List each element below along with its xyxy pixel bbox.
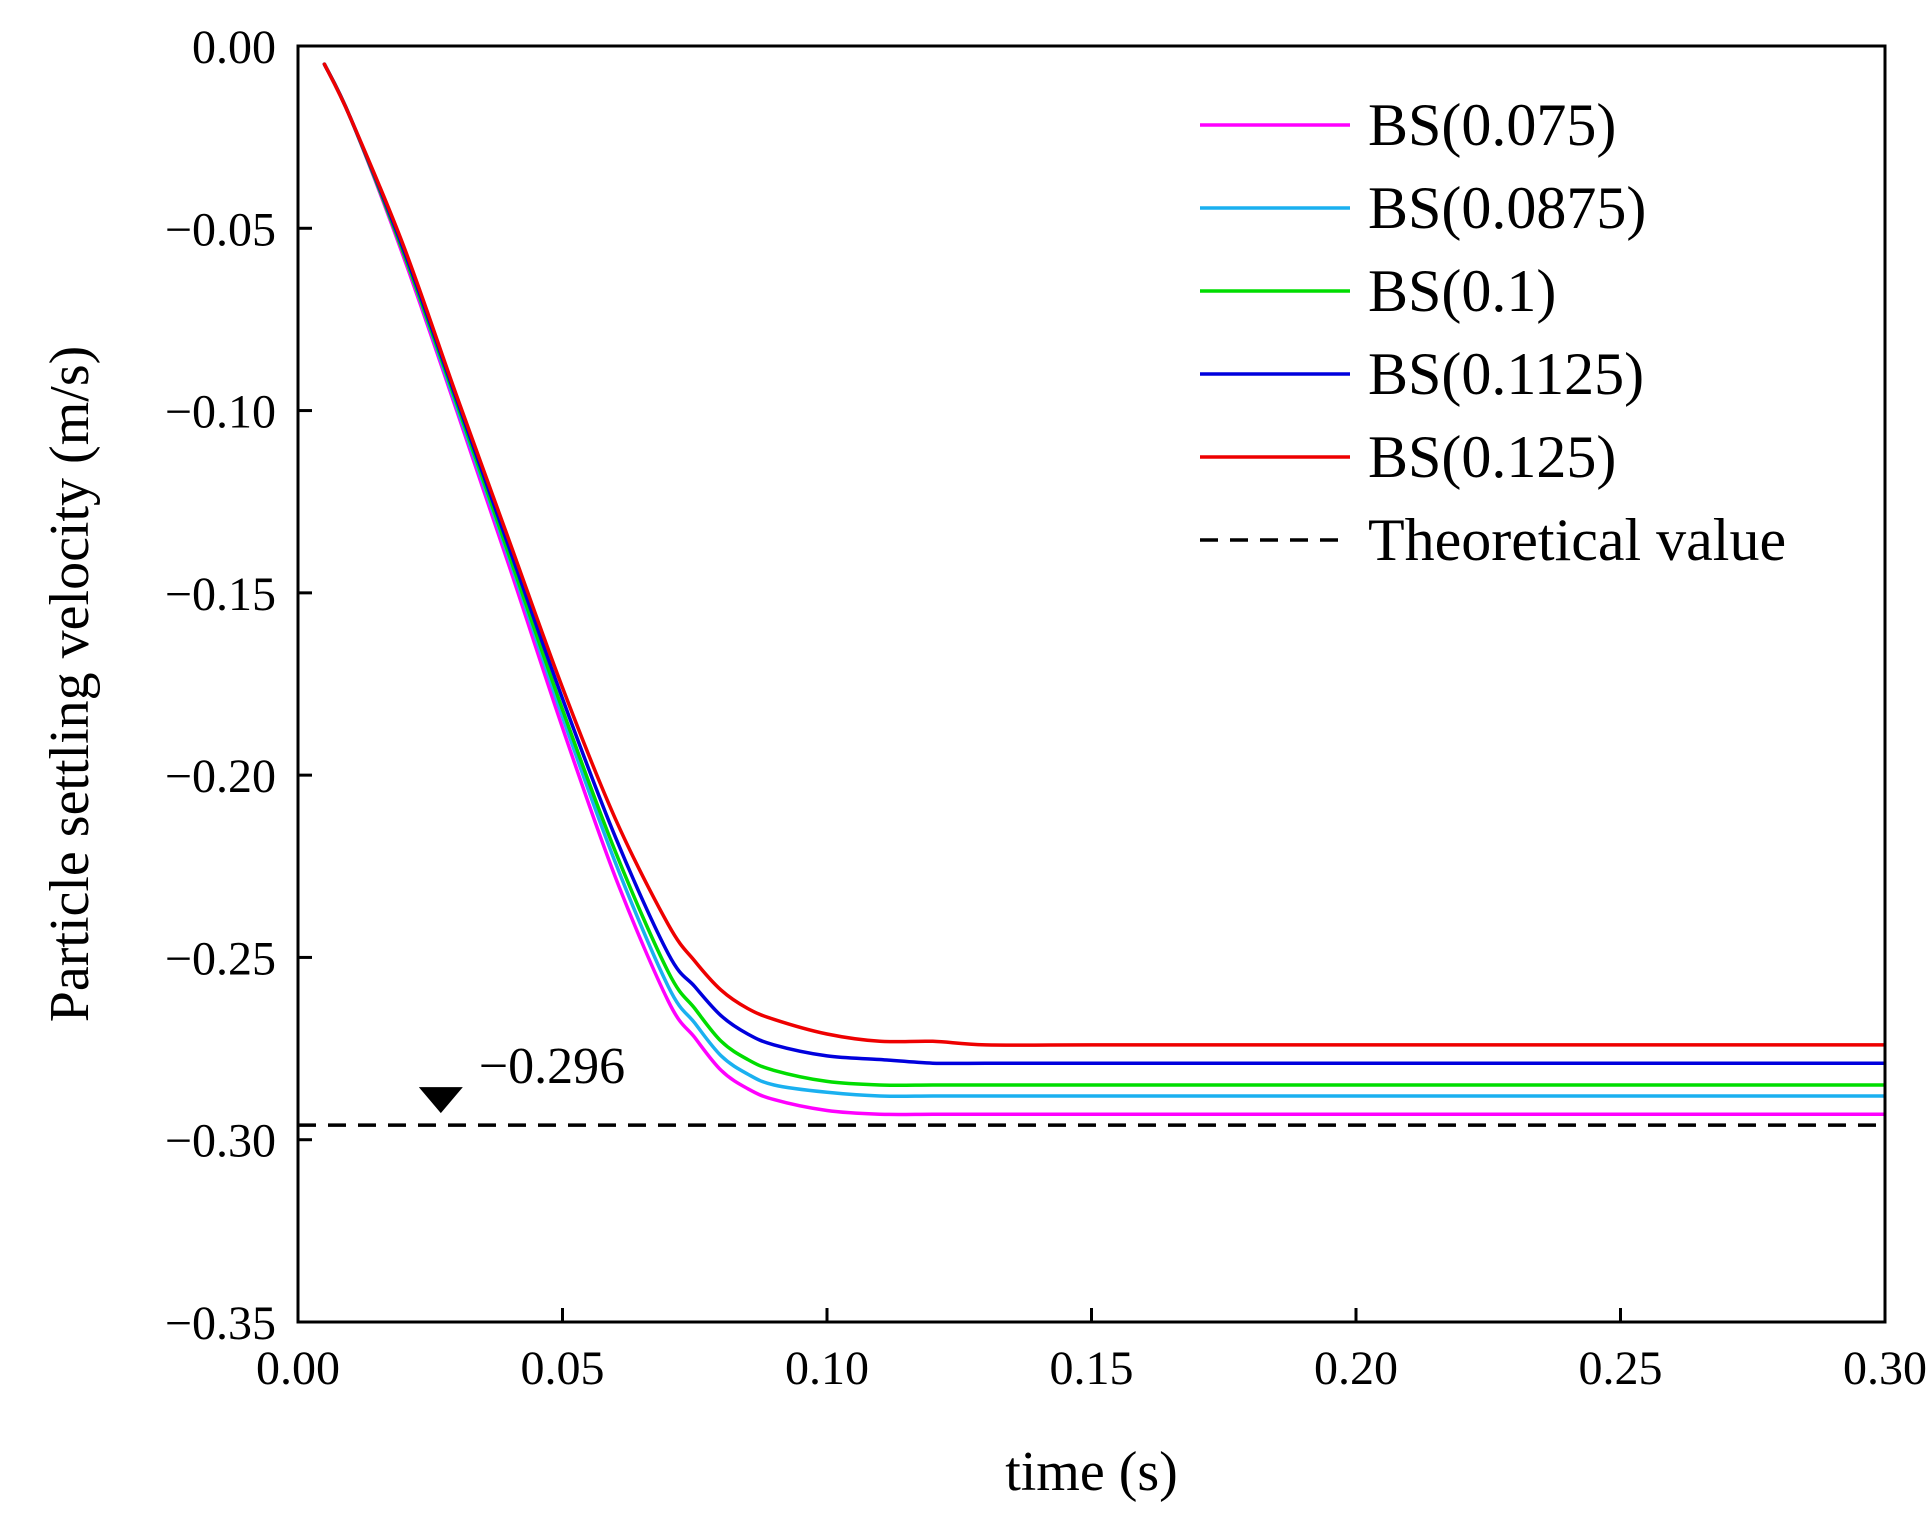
axis-ticks: 0.00 0.05 0.10 0.15 0.20 0.25 0.30 0.00 −0.05 −0.… <box>165 21 1927 1395</box>
legend-label: BS(0.1125) <box>1368 341 1644 407</box>
series-line-bs-0-075 <box>322 62 1885 1117</box>
legend: BS(0.075) BS(0.0875) BS(0.1) BS(0.1125) BS(0… <box>1200 92 1786 573</box>
y-tick-label: −0.30 <box>165 1115 276 1168</box>
y-tick-label: −0.15 <box>165 568 276 621</box>
x-axis-title: time (s) <box>1005 1441 1178 1503</box>
y-axis-title: Particle settling velocity (m/s) <box>39 346 101 1023</box>
legend-label: Theoretical value <box>1368 507 1786 573</box>
annotation-label: −0.296 <box>479 1038 625 1095</box>
y-tick-label: −0.05 <box>165 203 276 256</box>
legend-label: BS(0.075) <box>1368 92 1616 158</box>
x-tick-label: 0.00 <box>256 1342 340 1395</box>
annotations: −0.296 <box>418 1038 625 1114</box>
series-line-bs-0-125 <box>322 62 1885 1047</box>
legend-label: BS(0.0875) <box>1368 175 1646 241</box>
x-tick-label: 0.10 <box>785 1342 869 1395</box>
y-tick-label: −0.10 <box>165 386 276 439</box>
x-tick-label: 0.25 <box>1579 1342 1663 1395</box>
x-tick-label: 0.15 <box>1050 1342 1134 1395</box>
x-tick-label: 0.30 <box>1843 1342 1927 1395</box>
down-triangle-marker <box>418 1087 463 1114</box>
legend-label: BS(0.125) <box>1368 424 1616 490</box>
series-line-bs-0-1 <box>322 62 1885 1088</box>
y-tick-label: −0.35 <box>165 1297 276 1350</box>
x-tick-label: 0.20 <box>1314 1342 1398 1395</box>
series-lines <box>298 62 1885 1127</box>
series-line-bs-0-0875 <box>322 62 1885 1099</box>
legend-label: BS(0.1) <box>1368 258 1556 324</box>
y-tick-label: −0.25 <box>165 932 276 985</box>
x-tick-label: 0.05 <box>521 1342 605 1395</box>
y-tick-label: 0.00 <box>192 21 276 74</box>
y-tick-label: −0.20 <box>165 750 276 803</box>
plot-frame <box>296 44 1887 1324</box>
